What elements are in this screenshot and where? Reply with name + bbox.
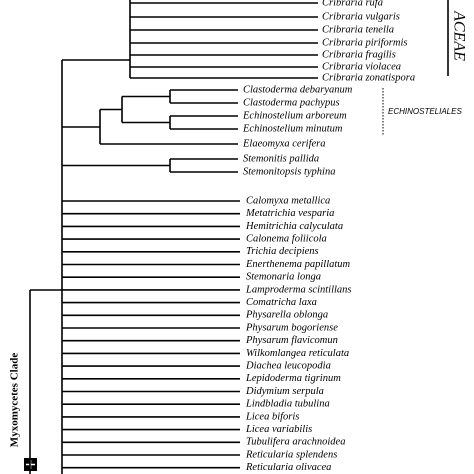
taxon-label: Clastoderma debaryanum — [243, 84, 353, 95]
taxon-label: Cribraria vulgaris — [322, 11, 400, 22]
taxon-label: Diachea leucopodia — [245, 361, 331, 372]
taxon-label: Comatricha laxa — [246, 297, 317, 308]
taxon-label: Stemonaria longa — [246, 272, 321, 283]
clade-label: Myxomycetes Clade — [9, 353, 21, 448]
taxon-label: Physarum bogoriense — [245, 322, 338, 333]
taxon-label: Wilkomlangea reticulata — [246, 348, 349, 359]
taxon-label: Licea biforis — [245, 411, 299, 422]
taxon-label: Cribraria tenella — [322, 24, 394, 35]
taxon-label: Calomyxa metallica — [246, 195, 330, 206]
taxon-label: Lindbladia tubulina — [245, 399, 330, 410]
taxon-label: Metatrichia vesparia — [245, 208, 334, 219]
taxon-label: Stemonitis pallida — [243, 153, 319, 164]
taxon-label: Enerthenema papillatum — [245, 259, 351, 270]
clade-label: ECHINOSTELIALES — [388, 107, 462, 116]
taxon-label: Reticularia olivacea — [245, 462, 331, 473]
taxon-label: Reticularia splendens — [245, 449, 337, 460]
taxon-label: Cribraria zonatispora — [322, 72, 415, 83]
taxon-label: Echinostelium minutum — [242, 123, 343, 134]
taxon-label: Echinostelium arboreum — [242, 110, 347, 121]
taxon-label: Lepidoderma tigrinum — [245, 373, 341, 384]
taxon-label: Hemitrichia calyculata — [245, 221, 343, 232]
clade-label: ACEAE — [450, 10, 467, 61]
taxon-label: Physarum flavicomun — [245, 335, 338, 346]
taxon-label: Tubulifera arachnoidea — [246, 437, 345, 448]
taxon-label: Clastoderma pachypus — [243, 97, 340, 108]
taxon-label: Didymium serpula — [245, 386, 324, 397]
taxon-label: Trichia decipiens — [246, 246, 319, 257]
taxon-label: Cribraria piriformis — [322, 37, 407, 48]
taxon-label: Physarella oblonga — [245, 310, 328, 321]
taxon-label: Cribraria violacea — [322, 61, 401, 72]
taxon-label: Elaeomyxa cerifera — [242, 138, 326, 149]
taxon-label: Cribraria rufa — [322, 0, 383, 8]
taxon-label: Lamproderma scintillans — [245, 284, 352, 295]
taxon-label: Licea variabilis — [245, 424, 312, 435]
taxon-label: Stemonitopsis typhina — [243, 166, 335, 177]
taxon-label: Calonema foliicola — [246, 234, 327, 245]
taxon-label: Cribraria fragilis — [322, 49, 396, 60]
